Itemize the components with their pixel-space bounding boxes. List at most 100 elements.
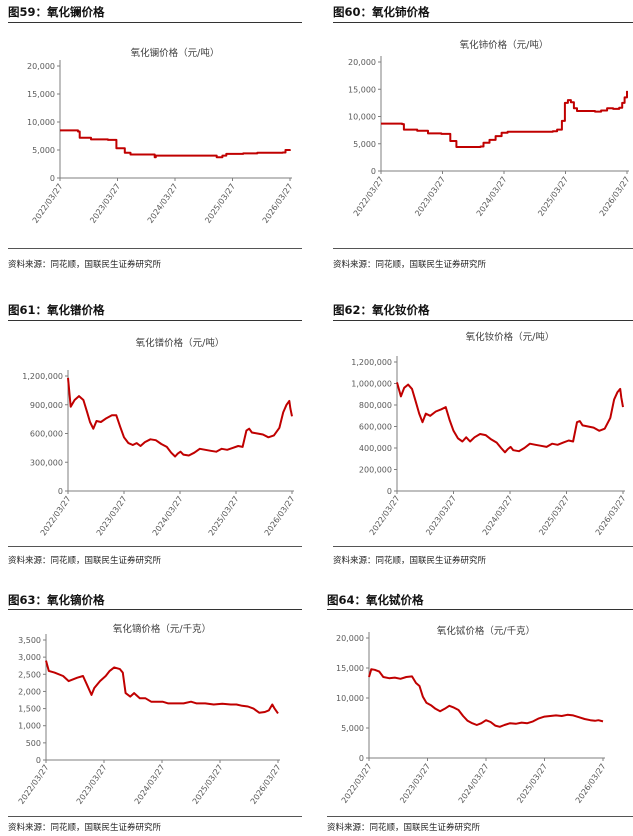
y-tick-label: 600,000 [30, 430, 63, 439]
top-rule [333, 320, 633, 321]
x-tick-label: 2025/03/27 [515, 762, 549, 805]
bottom-rule [327, 816, 633, 817]
figure-title: 图62：氧化钕价格 [333, 303, 430, 317]
source-note: 资料来源：同花顺，国联民生证券研究所 [8, 823, 162, 833]
y-tick-label: 1,500 [18, 705, 41, 714]
source-note: 资料来源：同花顺，国联民生证券研究所 [8, 556, 162, 566]
y-tick-label: 20,000 [27, 62, 55, 71]
x-tick-label: 2025/03/27 [537, 494, 571, 537]
y-tick-label: 15,000 [336, 664, 364, 673]
x-tick-label: 2022/03/27 [352, 175, 386, 218]
x-tick-label: 2023/03/27 [424, 494, 458, 537]
x-tick-label: 2024/03/27 [475, 175, 509, 218]
y-tick-label: 10,000 [348, 113, 376, 122]
chart-dysprosium-oxide: 氧化镝价格（元/千克） 0 500 1,000 1,500 2,000 2,500 3,000… [17, 623, 283, 806]
series-line [67, 377, 293, 458]
x-tick-label: 2024/03/27 [481, 494, 515, 537]
x-tick-label: 2024/03/27 [457, 762, 491, 805]
y-tick-label: 1,200,000 [351, 358, 392, 367]
x-tick-label: 2023/03/27 [95, 494, 129, 537]
panel-fig61: 图61：氧化镨价格 氧化镨价格（元/吨） 0 300,000 600,000 900,0… [8, 302, 302, 570]
x-tick-label: 2022/03/27 [340, 762, 374, 805]
chart-title: 氧化镝价格（元/千克） [113, 623, 211, 635]
top-rule [333, 22, 633, 23]
chart-lanthanum-oxide: 氧化镧价格（元/吨） 0 5,000 10,000 15,000 20,000 2022/0… [27, 47, 295, 225]
y-tick-label: 1,000 [18, 722, 41, 731]
chart-neodymium-oxide: 氧化钕价格（元/吨） 0 200,000 400,000 600,000 800,000 1… [351, 331, 627, 537]
x-tick-label: 2026/03/27 [263, 494, 297, 537]
series-line [45, 660, 279, 714]
bottom-rule [333, 546, 633, 547]
y-tick-label: 15,000 [348, 85, 376, 94]
x-tick-label: 2025/03/27 [536, 175, 570, 218]
top-rule [8, 22, 302, 23]
x-tick-label: 2022/03/27 [17, 763, 51, 806]
bottom-rule [8, 546, 302, 547]
y-tick-label: 500 [26, 739, 41, 748]
y-tick-label: 2,000 [18, 687, 41, 696]
y-tick-label: 400,000 [359, 444, 392, 453]
panel-fig63: 图63：氧化镝价格 氧化镝价格（元/千克） 0 500 1,000 1,500 2,000… [8, 592, 302, 836]
panel-fig62: 图62：氧化钕价格 氧化钕价格（元/吨） 0 200,000 400,000 600,0… [333, 302, 633, 570]
y-tick-label: 0 [50, 174, 55, 183]
y-tick-label: 5,000 [353, 140, 376, 149]
figure-title: 图64：氧化铽价格 [327, 593, 424, 607]
y-tick-label: 1,200,000 [22, 372, 63, 381]
x-tick-label: 2022/03/27 [31, 182, 65, 225]
y-tick-label: 0 [36, 756, 41, 765]
x-tick-label: 2023/03/27 [413, 175, 447, 218]
x-tick-label: 2025/03/27 [203, 182, 237, 225]
figure-title: 图63：氧化镝价格 [8, 593, 105, 607]
figure-title: 图59：氧化镧价格 [8, 5, 105, 19]
chart-title: 氧化镧价格（元/吨） [131, 47, 220, 59]
y-tick-label: 5,000 [32, 146, 55, 155]
y-tick-label: 300,000 [30, 458, 63, 467]
source-note: 资料来源：同花顺，国联民生证券研究所 [8, 260, 162, 270]
bottom-rule [8, 816, 302, 817]
y-tick-label: 20,000 [348, 58, 376, 67]
chart-cerium-oxide: 氧化铈价格（元/吨） 0 5,000 10,000 15,000 20,000 2022/0… [348, 39, 632, 218]
y-tick-label: 0 [359, 754, 364, 763]
y-tick-label: 3,000 [18, 653, 41, 662]
x-tick-label: 2024/03/27 [133, 763, 167, 806]
x-tick-label: 2026/03/27 [261, 182, 295, 225]
y-tick-label: 10,000 [336, 694, 364, 703]
panel-fig64: 图64：氧化铽价格 氧化铽价格（元/千克） 0 5,000 10,000 15,000 2… [327, 592, 633, 836]
x-tick-label: 2022/03/27 [39, 494, 73, 537]
y-tick-label: 15,000 [27, 90, 55, 99]
x-tick-label: 2023/03/27 [88, 182, 122, 225]
y-tick-label: 1,000,000 [351, 380, 392, 389]
y-tick-label: 10,000 [27, 118, 55, 127]
y-tick-label: 5,000 [341, 724, 364, 733]
x-tick-label: 2023/03/27 [75, 763, 109, 806]
y-tick-label: 0 [58, 487, 63, 496]
series-line [381, 90, 628, 148]
y-tick-label: 0 [371, 167, 376, 176]
y-tick-label: 3,500 [18, 636, 41, 645]
x-tick-label: 2026/03/27 [574, 762, 608, 805]
chart-title: 氧化镨价格（元/吨） [136, 337, 225, 349]
x-tick-label: 2025/03/27 [207, 494, 241, 537]
chart-title: 氧化钕价格（元/吨） [466, 331, 555, 343]
y-tick-label: 900,000 [30, 401, 63, 410]
series-line [368, 668, 604, 728]
panel-fig59: 图59：氧化镧价格 氧化镧价格（元/吨） 0 5,000 10,000 15,000 20… [8, 4, 302, 272]
panel-fig60: 图60：氧化铈价格 氧化铈价格（元/吨） 0 5,000 10,000 15,000 20… [333, 4, 633, 272]
figure-title: 图60：氧化铈价格 [333, 5, 430, 19]
y-tick-label: 600,000 [359, 423, 392, 432]
chart-terbium-oxide: 氧化铽价格（元/千克） 0 5,000 10,000 15,000 20,000 2022/… [336, 625, 608, 805]
x-tick-label: 2026/03/27 [598, 175, 632, 218]
bottom-rule [8, 248, 302, 249]
series-line [396, 382, 624, 454]
source-note: 资料来源：同花顺，国联民生证券研究所 [333, 260, 487, 270]
y-tick-label: 800,000 [359, 401, 392, 410]
x-tick-label: 2024/03/27 [146, 182, 180, 225]
x-tick-label: 2026/03/27 [249, 763, 283, 806]
source-note: 资料来源：同花顺，国联民生证券研究所 [333, 556, 487, 566]
y-tick-label: 0 [387, 487, 392, 496]
chart-title: 氧化铽价格（元/千克） [437, 625, 535, 637]
bottom-rule [333, 248, 633, 249]
y-tick-label: 200,000 [359, 466, 392, 475]
y-tick-label: 2,500 [18, 670, 41, 679]
chart-title: 氧化铈价格（元/吨） [460, 39, 549, 51]
